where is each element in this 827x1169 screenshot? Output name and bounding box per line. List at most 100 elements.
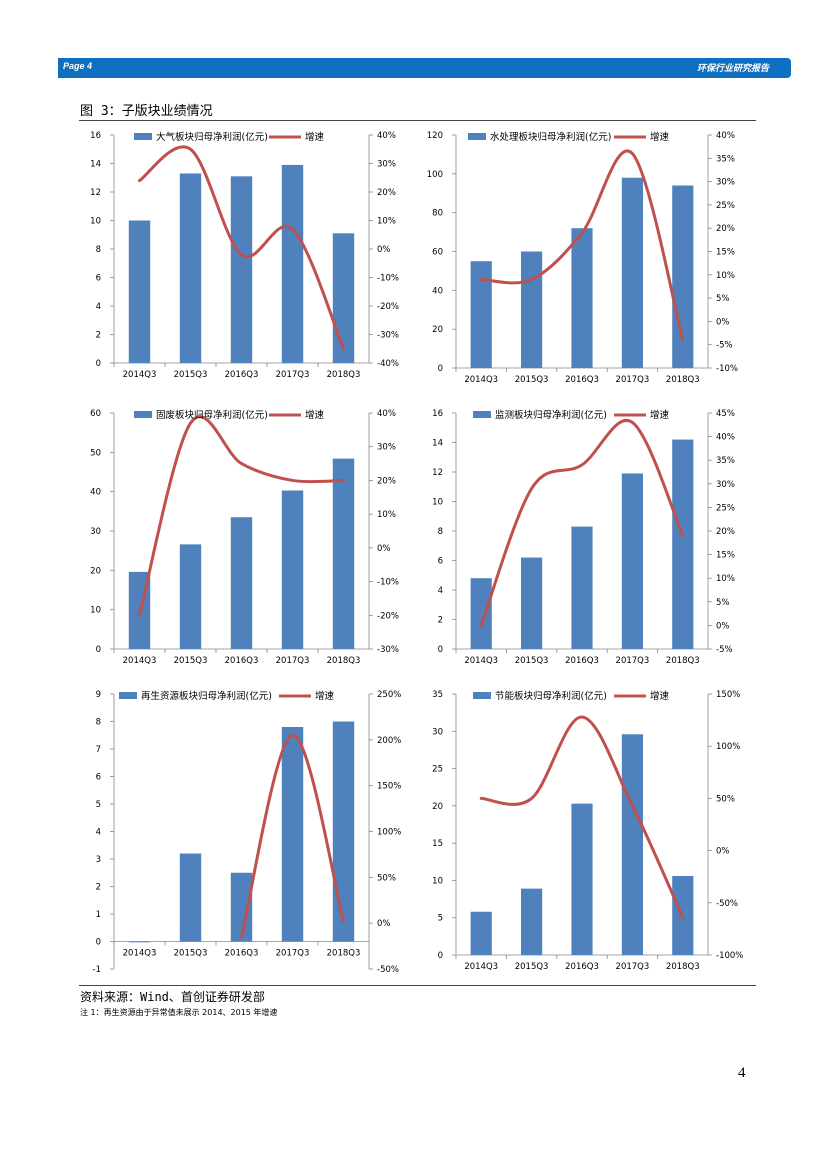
category-label: 2016Q3 — [225, 949, 259, 959]
right-tick-label: 50% — [377, 873, 396, 883]
legend-line-label: 增速 — [650, 690, 670, 702]
left-tick-label: 15 — [432, 839, 443, 849]
left-tick-label: 8 — [438, 527, 443, 537]
legend-bar-label: 节能板块归母净利润(亿元) — [495, 690, 607, 702]
category-label: 2017Q3 — [276, 656, 310, 666]
left-tick-label: 14 — [90, 160, 101, 170]
left-tick-label: 9 — [96, 690, 101, 700]
right-tick-label: -10% — [377, 578, 399, 588]
category-label: 2017Q3 — [616, 375, 650, 385]
growth-line — [138, 415, 345, 617]
growth-line — [479, 715, 685, 919]
category-label: 2015Q3 — [515, 962, 549, 971]
right-tick-label: 50% — [716, 794, 735, 804]
right-tick-label: -100% — [716, 951, 743, 961]
page-label: Page 4 — [63, 61, 93, 71]
right-tick-label: 40% — [716, 433, 735, 443]
bar — [332, 721, 355, 942]
right-tick-label: 25% — [716, 201, 735, 211]
chart-air: 0 2 4 6 8 10 12 14 16 -40% -30% -20% -10% 0% 10% 20% 30%… — [90, 131, 399, 380]
left-tick-label: 6 — [96, 274, 101, 284]
right-tick-label: -30% — [377, 331, 399, 341]
bar — [332, 458, 355, 649]
right-tick-label: -30% — [377, 645, 399, 655]
left-tick-label: 0 — [438, 951, 443, 961]
right-tick-label: 0% — [377, 245, 391, 255]
bar — [571, 228, 593, 368]
left-tick-label: 8 — [96, 718, 101, 728]
bar — [521, 557, 543, 649]
left-tick-label: 30 — [90, 527, 101, 537]
right-tick-label: 150% — [377, 782, 401, 792]
right-tick-label: 30% — [377, 443, 396, 453]
right-tick-label: 0% — [377, 544, 391, 554]
right-tick-label: 40% — [377, 409, 396, 419]
category-label: 2016Q3 — [225, 370, 259, 380]
growth-line — [479, 418, 685, 627]
right-tick-label: 30% — [377, 160, 396, 170]
right-tick-label: -50% — [377, 965, 399, 975]
bar — [230, 176, 253, 363]
top-divider — [79, 120, 756, 121]
bar — [470, 911, 492, 955]
bar — [470, 578, 492, 649]
left-tick-label: 2 — [96, 883, 101, 893]
bar — [179, 853, 202, 942]
left-tick-label: 8 — [96, 245, 101, 255]
category-label: 2017Q3 — [616, 656, 650, 666]
left-tick-label: 0 — [96, 359, 101, 369]
right-tick-label: -10% — [716, 364, 738, 374]
legend-line-label: 增速 — [650, 409, 670, 421]
bar — [470, 261, 492, 368]
left-tick-label: 12 — [90, 188, 101, 198]
right-tick-label: -20% — [377, 302, 399, 312]
right-tick-label: -5% — [716, 341, 733, 351]
category-label: 2014Q3 — [123, 656, 157, 666]
left-tick-label: 80 — [432, 209, 443, 219]
right-tick-label: 20% — [716, 527, 735, 537]
left-tick-label: 0 — [96, 645, 101, 655]
right-tick-label: 20% — [716, 224, 735, 234]
footnote: 注 1：再生资源由于异常值未展示 2014、2015 年增速 — [80, 1008, 278, 1017]
right-tick-label: 150% — [716, 690, 740, 700]
bar — [672, 439, 694, 649]
legend-bar-label: 固废板块归母净利润(亿元) — [156, 409, 268, 421]
bar — [521, 888, 543, 955]
bar — [128, 941, 151, 943]
legend-line-label: 增速 — [315, 690, 335, 702]
legend-bar-label: 再生资源板块归母净利润(亿元) — [141, 690, 272, 702]
right-tick-label: 5% — [716, 294, 730, 304]
category-label: 2015Q3 — [515, 656, 549, 666]
source-line: 资料来源：Wind、首创证券研发部 — [80, 990, 265, 1004]
right-tick-label: 10% — [377, 217, 396, 227]
left-tick-label: 12 — [432, 468, 443, 478]
category-label: 2018Q3 — [327, 656, 361, 666]
category-label: 2016Q3 — [225, 656, 259, 666]
growth-line — [479, 149, 685, 342]
left-tick-label: 3 — [96, 855, 101, 865]
left-tick-label: 60 — [432, 248, 443, 258]
right-tick-label: 45% — [716, 409, 735, 419]
category-label: 2018Q3 — [327, 370, 361, 380]
right-tick-label: -10% — [377, 274, 399, 284]
page-header-bar: Page 4 环保行业研究报告 — [58, 58, 791, 78]
right-tick-label: 15% — [716, 248, 735, 258]
chart-water: 0 20 40 60 80 100 120 -10% -5% 0% 5% 10% 15% 20% 25% 30… — [427, 131, 738, 385]
right-tick-label: -40% — [377, 359, 399, 369]
right-tick-label: 15% — [716, 551, 735, 561]
right-tick-label: 100% — [377, 828, 401, 838]
legend-line-label: 增速 — [650, 131, 670, 143]
category-label: 2015Q3 — [174, 949, 208, 959]
bar — [521, 251, 543, 368]
legend-bar-label: 水处理板块归母净利润(亿元) — [490, 131, 611, 143]
left-tick-label: 16 — [90, 131, 101, 141]
category-label: 2016Q3 — [565, 656, 599, 666]
left-tick-label: 40 — [432, 286, 443, 296]
right-tick-label: -20% — [377, 611, 399, 621]
category-label: 2016Q3 — [565, 962, 599, 971]
page-number: 4 — [738, 1065, 746, 1081]
left-tick-label: 0 — [438, 364, 443, 374]
left-tick-label: 1 — [96, 910, 101, 920]
left-tick-label: 6 — [438, 557, 443, 567]
category-label: 2018Q3 — [666, 962, 700, 971]
